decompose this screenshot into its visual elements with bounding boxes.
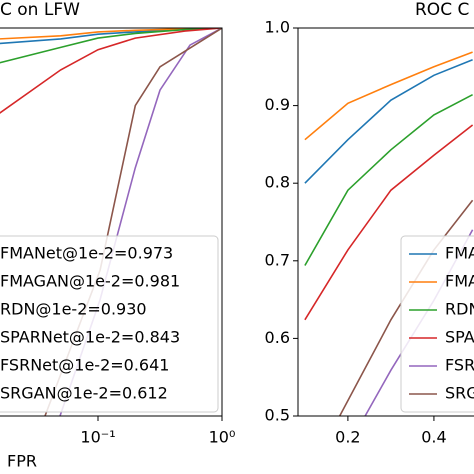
y-tick-label: 0.5: [265, 406, 290, 425]
legend-label: FMAGAN@1e-2=0.981: [0, 272, 180, 291]
legend-label: FSRNet@1e-2=0.641: [0, 356, 169, 375]
legend-label: RDN: [445, 300, 474, 319]
legend-label: FMANet: [445, 244, 474, 263]
roc-curve: [304, 93, 473, 266]
legend-box: [0, 235, 219, 413]
x-axis-label: FPR: [7, 452, 37, 471]
x-tick-label: 0.4: [421, 428, 446, 447]
chart-title: ROC C: [415, 0, 469, 20]
legend-label: FMANet@1e-2=0.973: [0, 244, 173, 263]
legend-label: SPARNet@1e-2=0.843: [0, 328, 180, 347]
legend-label: SRGAN@1e-2=0.612: [0, 384, 168, 403]
y-tick-label: 0.8: [265, 173, 290, 192]
legend-label: SPARNet: [445, 328, 474, 347]
chart-title: C on LFW: [0, 0, 80, 20]
x-tick-label: 10⁰: [209, 428, 236, 447]
roc-curve: [304, 124, 474, 321]
x-tick-label: 10⁻¹: [80, 428, 115, 447]
legend-label: SRGAN: [445, 384, 474, 403]
roc-curve: [0, 28, 222, 64]
legend-label: FSRNet: [445, 356, 474, 375]
roc-curve: [0, 28, 222, 114]
legend-box: [400, 235, 474, 413]
legend-label: FMAGAN: [445, 272, 474, 291]
axes-frame: [297, 27, 474, 417]
y-tick-label: 0.6: [265, 328, 290, 347]
y-tick-label: 0.7: [265, 250, 290, 269]
roc-curve: [304, 51, 473, 141]
y-tick-label: 1.0: [265, 18, 290, 37]
x-tick-label: 0.2: [335, 428, 360, 447]
roc-curve: [304, 59, 473, 184]
y-tick-label: 0.9: [265, 95, 290, 114]
legend-label: RDN@1e-2=0.930: [0, 300, 147, 319]
